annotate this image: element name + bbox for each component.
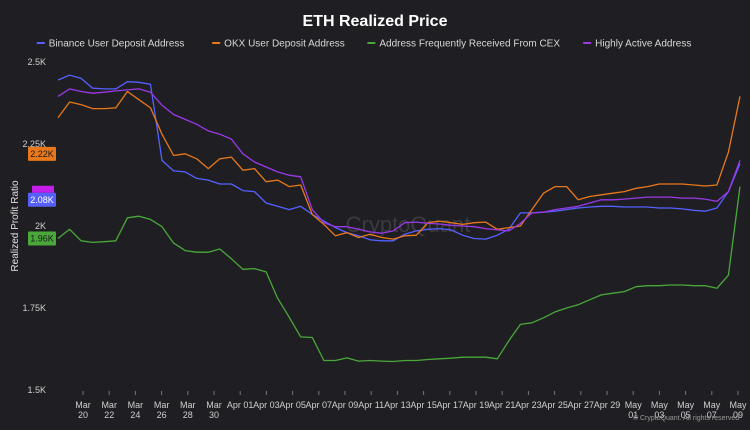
y-tick-label: 2.5K <box>27 57 46 67</box>
x-tick-label: Mar <box>128 400 144 410</box>
y-axis: 2.5K 2.25K 2K 1.75K 1.5K <box>22 57 46 395</box>
value-badge <box>28 146 56 161</box>
x-tick-label: 26 <box>157 410 167 420</box>
x-tick-label: May <box>677 400 695 410</box>
value-badges: 2.22K 2.08K 1.96K <box>28 146 56 246</box>
legend-entry: Address Frequently Received From CEX <box>379 39 560 50</box>
x-tick-label: Apr 01 <box>227 400 254 410</box>
x-tick-label: 24 <box>130 410 140 420</box>
x-tick-label: 03 <box>654 410 664 420</box>
x-tick-label: Mar <box>101 400 117 410</box>
x-tick-label: Apr 11 <box>358 400 384 410</box>
y-tick-label: 1.75K <box>22 303 46 313</box>
x-tick-label: Apr 21 <box>489 400 516 410</box>
x-tick-label: 05 <box>681 410 691 420</box>
y-tick-label: 2.25K <box>22 139 46 149</box>
series-line-1 <box>57 90 741 240</box>
y-axis-label: Realized Profit Ratio <box>10 180 21 272</box>
x-tick-label: Apr 19 <box>463 400 490 410</box>
x-tick-label: Apr 27 <box>568 400 595 410</box>
value-badge-label: 2.08K <box>30 195 54 205</box>
x-tick-label: May <box>729 400 747 410</box>
x-tick-label: 28 <box>183 410 193 420</box>
y-tick-label: 1.5K <box>27 385 46 395</box>
series-line-2 <box>57 186 741 363</box>
x-tick-label: Apr 03 <box>253 400 280 410</box>
x-tick-label: 22 <box>104 410 114 420</box>
x-tick-label: Apr 17 <box>437 400 464 410</box>
badge-stub <box>32 185 54 193</box>
legend-entry: Highly Active Address <box>595 39 691 50</box>
x-tick-label: May <box>651 400 669 410</box>
x-tick-label: Apr 05 <box>279 400 306 410</box>
x-tick-label: Mar <box>206 400 222 410</box>
x-tick-label: Apr 23 <box>515 400 542 410</box>
series-line-3 <box>57 88 741 234</box>
legend: Binance User Deposit Address OKX User Dep… <box>36 39 691 50</box>
x-tick-label: May <box>625 400 643 410</box>
x-tick-label: Apr 29 <box>594 400 621 410</box>
x-tick-label: Apr 15 <box>410 400 437 410</box>
x-tick-label: 07 <box>707 410 717 420</box>
x-tick-label: Mar <box>154 400 170 410</box>
x-tick-label: 01 <box>628 410 638 420</box>
chart-title: ETH Realized Price <box>303 13 448 30</box>
copyright-text: © CryptoQuant. All rights reserved <box>633 414 739 422</box>
x-tick-label: May <box>703 400 721 410</box>
x-tick-label: Mar <box>75 400 91 410</box>
legend-entry: Binance User Deposit Address <box>49 39 185 50</box>
series-lines <box>57 74 741 363</box>
legend-entry: OKX User Deposit Address <box>224 39 345 50</box>
value-badge <box>28 231 56 246</box>
x-tick-label: Mar <box>180 400 196 410</box>
x-tick-label: Apr 13 <box>384 400 411 410</box>
x-tick-label: Apr 09 <box>332 400 359 410</box>
x-tick-label: 09 <box>733 410 743 420</box>
x-tick-label: 30 <box>209 410 219 420</box>
value-badge-label: 1.96K <box>30 234 54 244</box>
value-badge <box>28 192 56 207</box>
x-tick-label: 20 <box>78 410 88 420</box>
value-badge-label: 2.22K <box>30 149 54 159</box>
y-tick-label: 2K <box>35 221 46 231</box>
x-tick-label: Apr 07 <box>306 400 333 410</box>
x-tick-label: Apr 25 <box>541 400 568 410</box>
